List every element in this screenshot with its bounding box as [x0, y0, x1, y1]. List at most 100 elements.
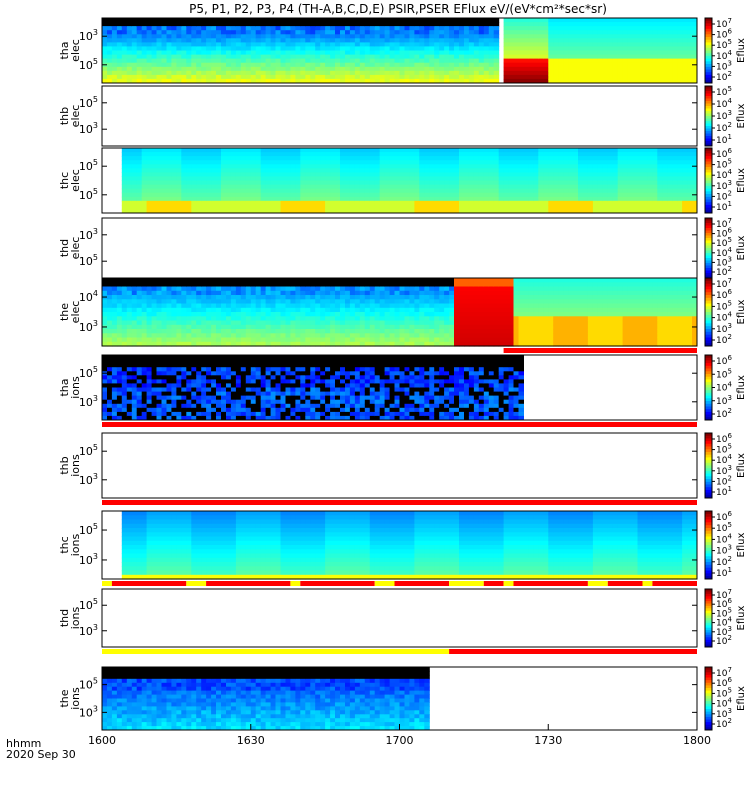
spectrogram-cell — [206, 164, 212, 169]
spectrogram-cell — [558, 34, 564, 39]
spectrogram-cell — [622, 50, 629, 56]
spectrogram-cell — [141, 160, 148, 165]
spectrogram-cell — [424, 70, 430, 76]
spectrogram-cell — [121, 30, 128, 35]
spectrogram-cell — [597, 50, 604, 56]
spectrogram-cell — [354, 196, 361, 202]
spectrogram-cell — [369, 303, 376, 309]
spectrogram-cell — [627, 200, 634, 206]
spectrogram-cell — [473, 50, 480, 56]
spectrogram-cell — [320, 74, 326, 80]
spectrogram-cell — [384, 66, 391, 72]
spectrogram-cell — [141, 62, 148, 68]
spectrogram-cell — [121, 66, 128, 72]
colorbar-tick-label: 102 — [716, 70, 732, 83]
spectrogram-cell — [102, 22, 108, 27]
spectrogram-cell — [434, 74, 440, 80]
spectrogram-cell — [518, 74, 524, 80]
spectrogram-cell — [354, 152, 361, 157]
spectrogram-cell — [240, 316, 247, 322]
spectrogram-cell — [364, 74, 371, 80]
spectrogram-cell — [320, 172, 326, 177]
spectrogram-cell — [414, 307, 420, 313]
spectrogram-cell — [369, 38, 376, 43]
spectrogram-cell — [394, 208, 400, 214]
spectrogram-cell — [265, 66, 272, 72]
spectrogram-cell — [230, 307, 237, 313]
colorbar-step — [705, 225, 712, 229]
spectrogram-cell — [305, 42, 311, 47]
spectrogram-cell — [563, 54, 569, 60]
spectrogram-cell — [503, 152, 510, 157]
spectrogram-cell — [439, 156, 445, 161]
spectrogram-cell — [642, 148, 648, 153]
spectrogram-cell — [206, 180, 212, 186]
spectrogram-cell — [315, 58, 321, 64]
spectrogram-cell — [235, 299, 242, 305]
spectrogram-cell — [657, 196, 663, 202]
spectrogram-cell — [161, 34, 167, 39]
spectrogram-cell — [612, 62, 619, 68]
spectrogram-cell — [513, 180, 519, 186]
spectrogram-cell — [171, 160, 177, 165]
spectrogram-cell — [563, 74, 569, 80]
spectrogram-cell — [379, 22, 386, 27]
spectrogram-cell — [196, 176, 202, 181]
spectrogram-cell — [607, 148, 614, 153]
spectrogram-cell — [270, 341, 277, 347]
spectrogram-cell — [176, 148, 182, 153]
spectrogram-cell — [632, 30, 638, 35]
spectrogram-cell — [290, 320, 296, 326]
spectrogram-cell — [141, 148, 148, 153]
spectrogram-cell — [156, 320, 162, 326]
spectrogram-cell — [126, 26, 133, 31]
spectrogram-cell — [221, 54, 227, 60]
spectrogram-cell — [295, 26, 301, 31]
spectrogram-cell — [513, 26, 519, 31]
spectrogram-cell — [394, 333, 400, 339]
spectrogram-cell — [126, 200, 133, 206]
spectrogram-cell — [632, 148, 638, 153]
spectrogram-cell — [563, 50, 569, 56]
spectrogram-cell — [166, 290, 172, 296]
spectrogram-cell — [310, 78, 316, 84]
spectrogram-cell — [146, 278, 153, 283]
spectrogram-cell — [617, 50, 624, 56]
spectrogram-cell — [602, 38, 609, 43]
spectrogram-cell — [136, 295, 143, 300]
spectrogram-cell — [414, 282, 420, 288]
spectrogram-cell — [201, 295, 207, 300]
spectrogram-cell — [211, 58, 217, 64]
spectrogram-cell — [196, 30, 202, 35]
spectrogram-cell — [508, 180, 515, 186]
spectrogram-cell — [454, 66, 460, 72]
spectrogram-cell — [305, 208, 311, 214]
spectrogram-cell — [384, 180, 391, 186]
spectrogram-cell — [449, 184, 455, 190]
spectrogram-cell — [285, 278, 291, 283]
spectrogram-cell — [657, 160, 663, 165]
spectrogram-cell — [454, 164, 460, 169]
spectrogram-cell — [444, 42, 450, 47]
spectrogram-cell — [315, 148, 321, 153]
spectrogram-cell — [563, 172, 569, 177]
spectrogram-cell — [300, 38, 306, 43]
spectrogram-cell — [245, 333, 252, 339]
spectrogram-cell — [508, 160, 515, 165]
spectrogram-cell — [642, 42, 648, 47]
spectrogram-cell — [637, 160, 643, 165]
spectrogram-cell — [235, 290, 242, 296]
spectrogram-cell — [156, 50, 162, 56]
spectrogram-cell — [206, 196, 212, 202]
spectrogram-cell — [409, 303, 415, 309]
spectrogram-cell — [349, 192, 356, 198]
spectrogram-cell — [270, 299, 277, 305]
spectrogram-cell — [409, 282, 415, 288]
spectrogram-cell — [250, 204, 257, 210]
spectrogram-cell — [171, 341, 177, 347]
spectrogram-cell — [275, 74, 281, 80]
spectrogram-cell — [250, 324, 257, 330]
spectrogram-cell — [568, 156, 574, 161]
spectrogram-cell — [667, 160, 673, 165]
spectrogram-cell — [265, 30, 272, 35]
